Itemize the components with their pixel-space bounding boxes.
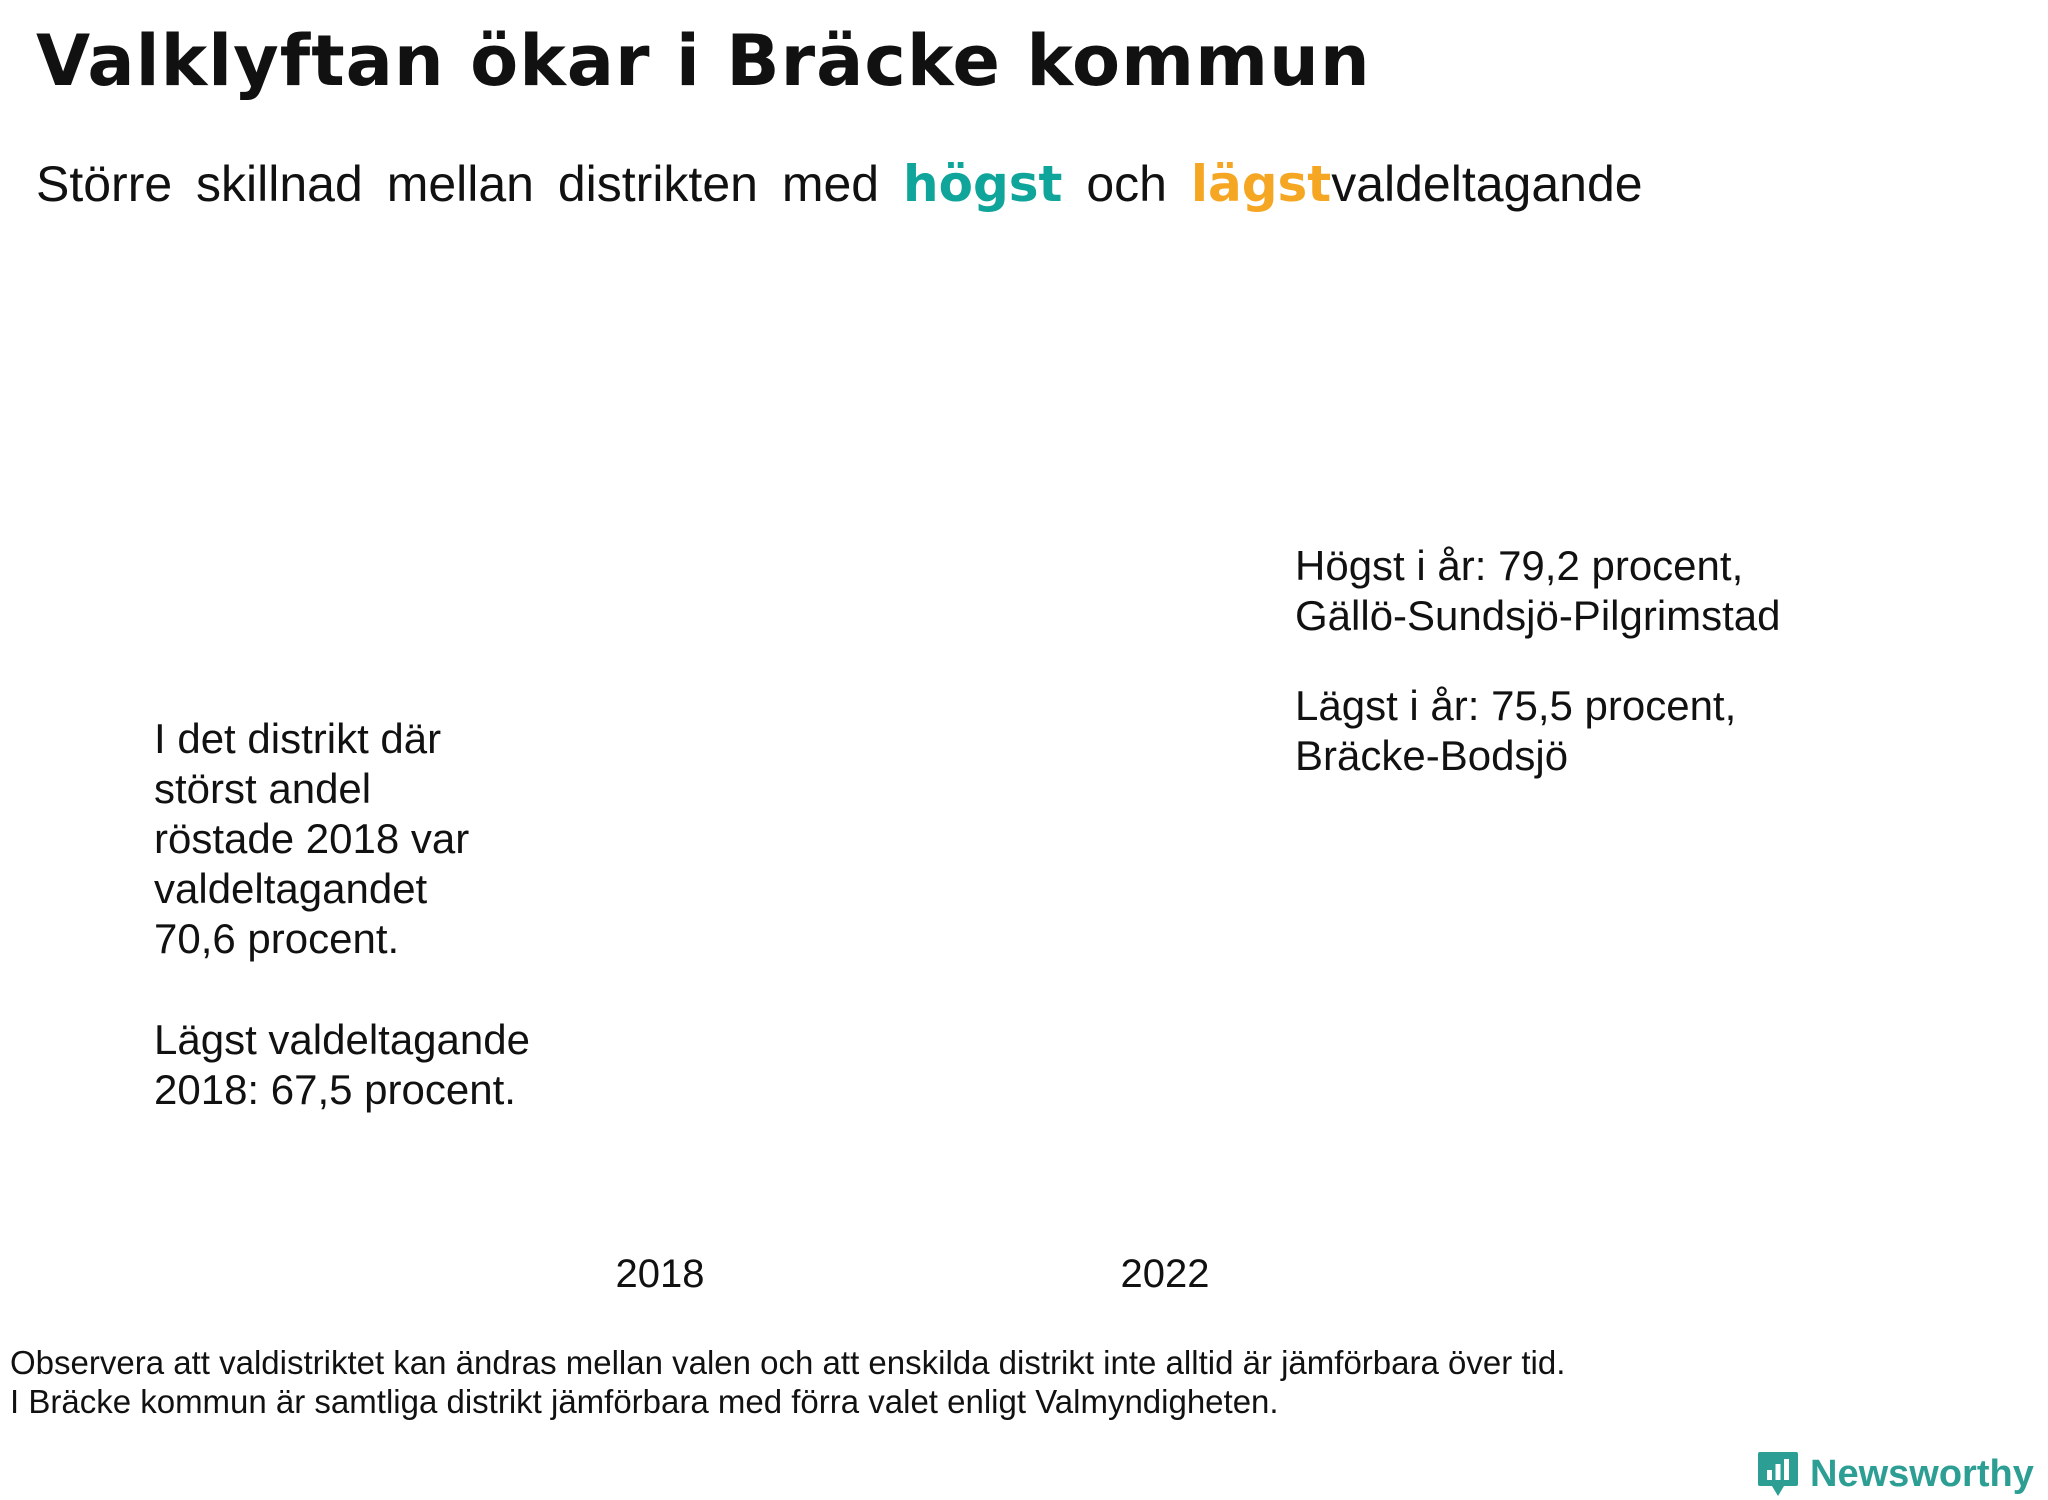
annotation-line: störst andel (154, 765, 371, 812)
subtitle-text-end: valdeltagande (1331, 156, 1643, 212)
brand-name: Newsworthy (1810, 1452, 2034, 1495)
annotation-line: Lägst valdeltagande (154, 1016, 530, 1063)
annotation-line: I det distrikt där (154, 715, 441, 762)
annotation-line: Bräcke-Bodsjö (1295, 732, 1568, 779)
x-tick-label-2022: 2022 (1121, 1252, 1210, 1296)
chart-subtitle: Större skillnad mellan distrikten med hö… (36, 155, 1643, 213)
annotation-line: röstade 2018 var (154, 815, 469, 862)
chart-title: Valklyftan ökar i Bräcke kommun (36, 20, 1371, 102)
annotation-line: Gällö-Sundsjö-Pilgrimstad (1295, 592, 1781, 639)
subtitle-highlight-high: högst (903, 155, 1063, 213)
subtitle-highlight-low: lägst (1190, 155, 1332, 213)
subtitle-text-start: Större skillnad mellan distrikten med (36, 156, 880, 212)
annotation-2018-low: Lägst valdeltagande 2018: 67,5 procent. (154, 1016, 530, 1113)
annotation-2022-high: Högst i år: 79,2 procent, Gällö-Sundsjö-P… (1295, 542, 1781, 639)
annotation-2018-high: I det distrikt där störst andel röstade 20… (154, 715, 469, 962)
annotation-line: 2018: 67,5 procent. (154, 1066, 516, 1113)
subtitle-text-mid: och (1086, 156, 1167, 212)
footer-line-1: Observera att valdistriktet kan ändras m… (10, 1344, 1566, 1381)
x-tick-label-2018: 2018 (616, 1252, 705, 1296)
annotation-2022-low: Lägst i år: 75,5 procent, Bräcke-Bodsjö (1295, 682, 1736, 779)
annotation-line: valdeltagandet (154, 865, 428, 912)
newsworthy-brand: Newsworthy (1756, 1448, 2034, 1500)
annotation-line: 70,6 procent. (154, 915, 399, 962)
footer-note: Observera att valdistriktet kan ändras m… (10, 1343, 1565, 1421)
annotation-line: Lägst i år: 75,5 procent, (1295, 682, 1736, 729)
footer-line-2: I Bräcke kommun är samtliga distrikt jäm… (10, 1383, 1279, 1420)
newsworthy-logo-icon (1758, 1452, 1798, 1496)
annotation-line: Högst i år: 79,2 procent, (1295, 542, 1743, 589)
